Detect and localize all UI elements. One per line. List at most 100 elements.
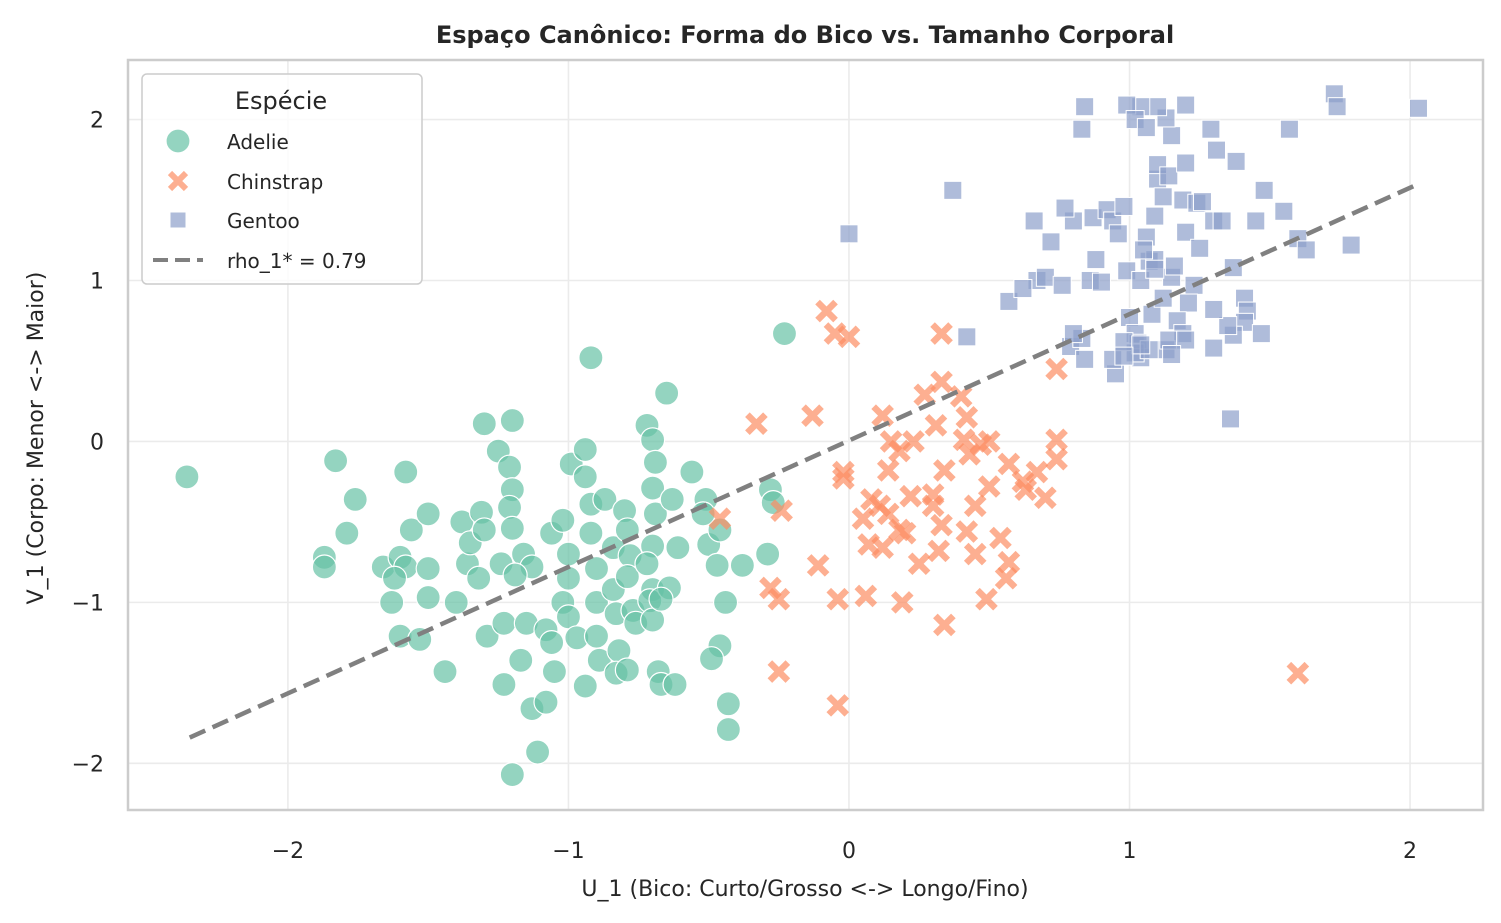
- chinstrap-point: [860, 488, 883, 511]
- y-tick-label: 2: [90, 109, 104, 134]
- gentoo-point: [1035, 267, 1055, 287]
- y-tick-label: −1: [72, 591, 104, 616]
- gentoo-point: [1075, 349, 1095, 369]
- chinstrap-point: [815, 299, 838, 323]
- chinstrap-point: [888, 439, 911, 463]
- adelie-point: [550, 507, 576, 533]
- adelie-point: [496, 494, 523, 521]
- chinstrap-point: [952, 428, 976, 452]
- gentoo-point: [1114, 346, 1134, 366]
- legend-adelie-marker: [165, 128, 191, 154]
- adelie-point: [583, 555, 610, 582]
- gentoo-point: [1159, 166, 1179, 186]
- adelie-point: [379, 589, 405, 615]
- adelie-point: [541, 658, 568, 685]
- gentoo-point: [1153, 187, 1173, 207]
- gentoo-point: [1091, 272, 1111, 292]
- legend-regression-label: rho_1* = 0.79: [227, 249, 367, 273]
- gentoo-point: [1086, 250, 1106, 270]
- chinstrap-point: [930, 322, 953, 345]
- gentoo-point: [1218, 316, 1238, 336]
- gentoo-point: [1246, 211, 1266, 231]
- chinstrap-point: [913, 383, 937, 407]
- adelie-point: [578, 345, 604, 371]
- y-tick-label: 0: [90, 430, 104, 455]
- legend-chinstrap-label: Chinstrap: [227, 170, 323, 194]
- gentoo-point: [1251, 324, 1271, 344]
- plot-frame: [126, 58, 1485, 812]
- adelie-point: [539, 630, 565, 656]
- gentoo-point: [1279, 119, 1299, 139]
- adelie-point: [502, 562, 528, 588]
- chinstrap-point: [1045, 428, 1068, 452]
- gentoo-point: [1162, 345, 1182, 365]
- adelie-point: [715, 716, 741, 743]
- gentoo-point: [1408, 98, 1428, 118]
- adelie-point: [648, 586, 674, 612]
- adelie-point: [342, 486, 368, 512]
- x-axis-label: U_1 (Bico: Curto/Grosso <-> Longo/Fino): [581, 877, 1028, 902]
- adelie-point: [755, 541, 781, 567]
- x-tick-label: 2: [1403, 839, 1417, 864]
- adelie-point: [334, 520, 360, 546]
- chinstrap-point: [832, 460, 855, 484]
- chinstrap-point: [994, 566, 1018, 590]
- adelie-point: [572, 436, 598, 463]
- gentoo-point: [1024, 211, 1044, 231]
- gentoo-point: [943, 180, 963, 200]
- adelie-point: [443, 589, 469, 615]
- gentoo-point: [1052, 275, 1072, 295]
- adelie-point: [715, 691, 741, 717]
- adelie-point: [679, 459, 705, 485]
- gentoo-point: [1055, 198, 1075, 218]
- gentoo-point: [1145, 206, 1165, 226]
- gentoo-point: [1274, 201, 1294, 221]
- gentoo-point: [1206, 140, 1226, 160]
- adelie-point: [415, 555, 441, 582]
- gentoo-point: [1223, 258, 1243, 278]
- adelie-point: [524, 739, 551, 765]
- x-tick-label: 0: [842, 839, 856, 864]
- gentoo-point: [1117, 261, 1137, 281]
- chinstrap-point: [806, 554, 830, 577]
- adelie-point: [771, 321, 798, 347]
- gentoo-point: [1013, 279, 1033, 299]
- chinstrap-point: [801, 404, 824, 427]
- adelie-point: [499, 761, 525, 788]
- legend-gentoo-marker: [169, 211, 187, 229]
- gentoo-point: [1162, 126, 1182, 146]
- chinstrap-point: [955, 520, 979, 543]
- adelie-point: [491, 671, 517, 698]
- chinstrap-point: [927, 539, 951, 563]
- chinstrap-point: [770, 499, 793, 522]
- adelie-point: [555, 541, 582, 567]
- chinstrap-point: [997, 452, 1021, 476]
- chinstrap-point: [876, 459, 900, 482]
- chinstrap-point: [977, 475, 1001, 498]
- chinstrap-point: [893, 521, 917, 545]
- adelie-point: [729, 552, 755, 578]
- adelie-point: [704, 552, 730, 578]
- gentoo-point: [1226, 151, 1246, 171]
- gentoo-point: [1176, 153, 1196, 173]
- adelie-point: [491, 610, 517, 636]
- adelie-point: [572, 464, 598, 490]
- gentoo-point: [1136, 118, 1156, 138]
- legend-box: [141, 73, 423, 285]
- chinstrap-point: [1014, 478, 1038, 502]
- gentoo-point: [1176, 95, 1196, 115]
- x-tick-labels: −2 −1 0 1 2: [272, 839, 1417, 864]
- x-tick-label: −1: [552, 839, 584, 864]
- chinstrap-point: [767, 660, 791, 683]
- chinstrap-point: [1034, 486, 1057, 510]
- gentoo-point: [1192, 192, 1212, 212]
- gentoo-point: [1131, 270, 1151, 290]
- chinstrap-point: [832, 467, 855, 490]
- adelie-point: [572, 673, 598, 699]
- chinstrap-point: [975, 587, 998, 611]
- adelie-point: [499, 407, 525, 434]
- gentoo-point: [1041, 232, 1061, 252]
- chinstrap-point: [837, 325, 861, 349]
- chinstrap-point: [933, 613, 956, 637]
- chinstrap-point: [977, 430, 1001, 453]
